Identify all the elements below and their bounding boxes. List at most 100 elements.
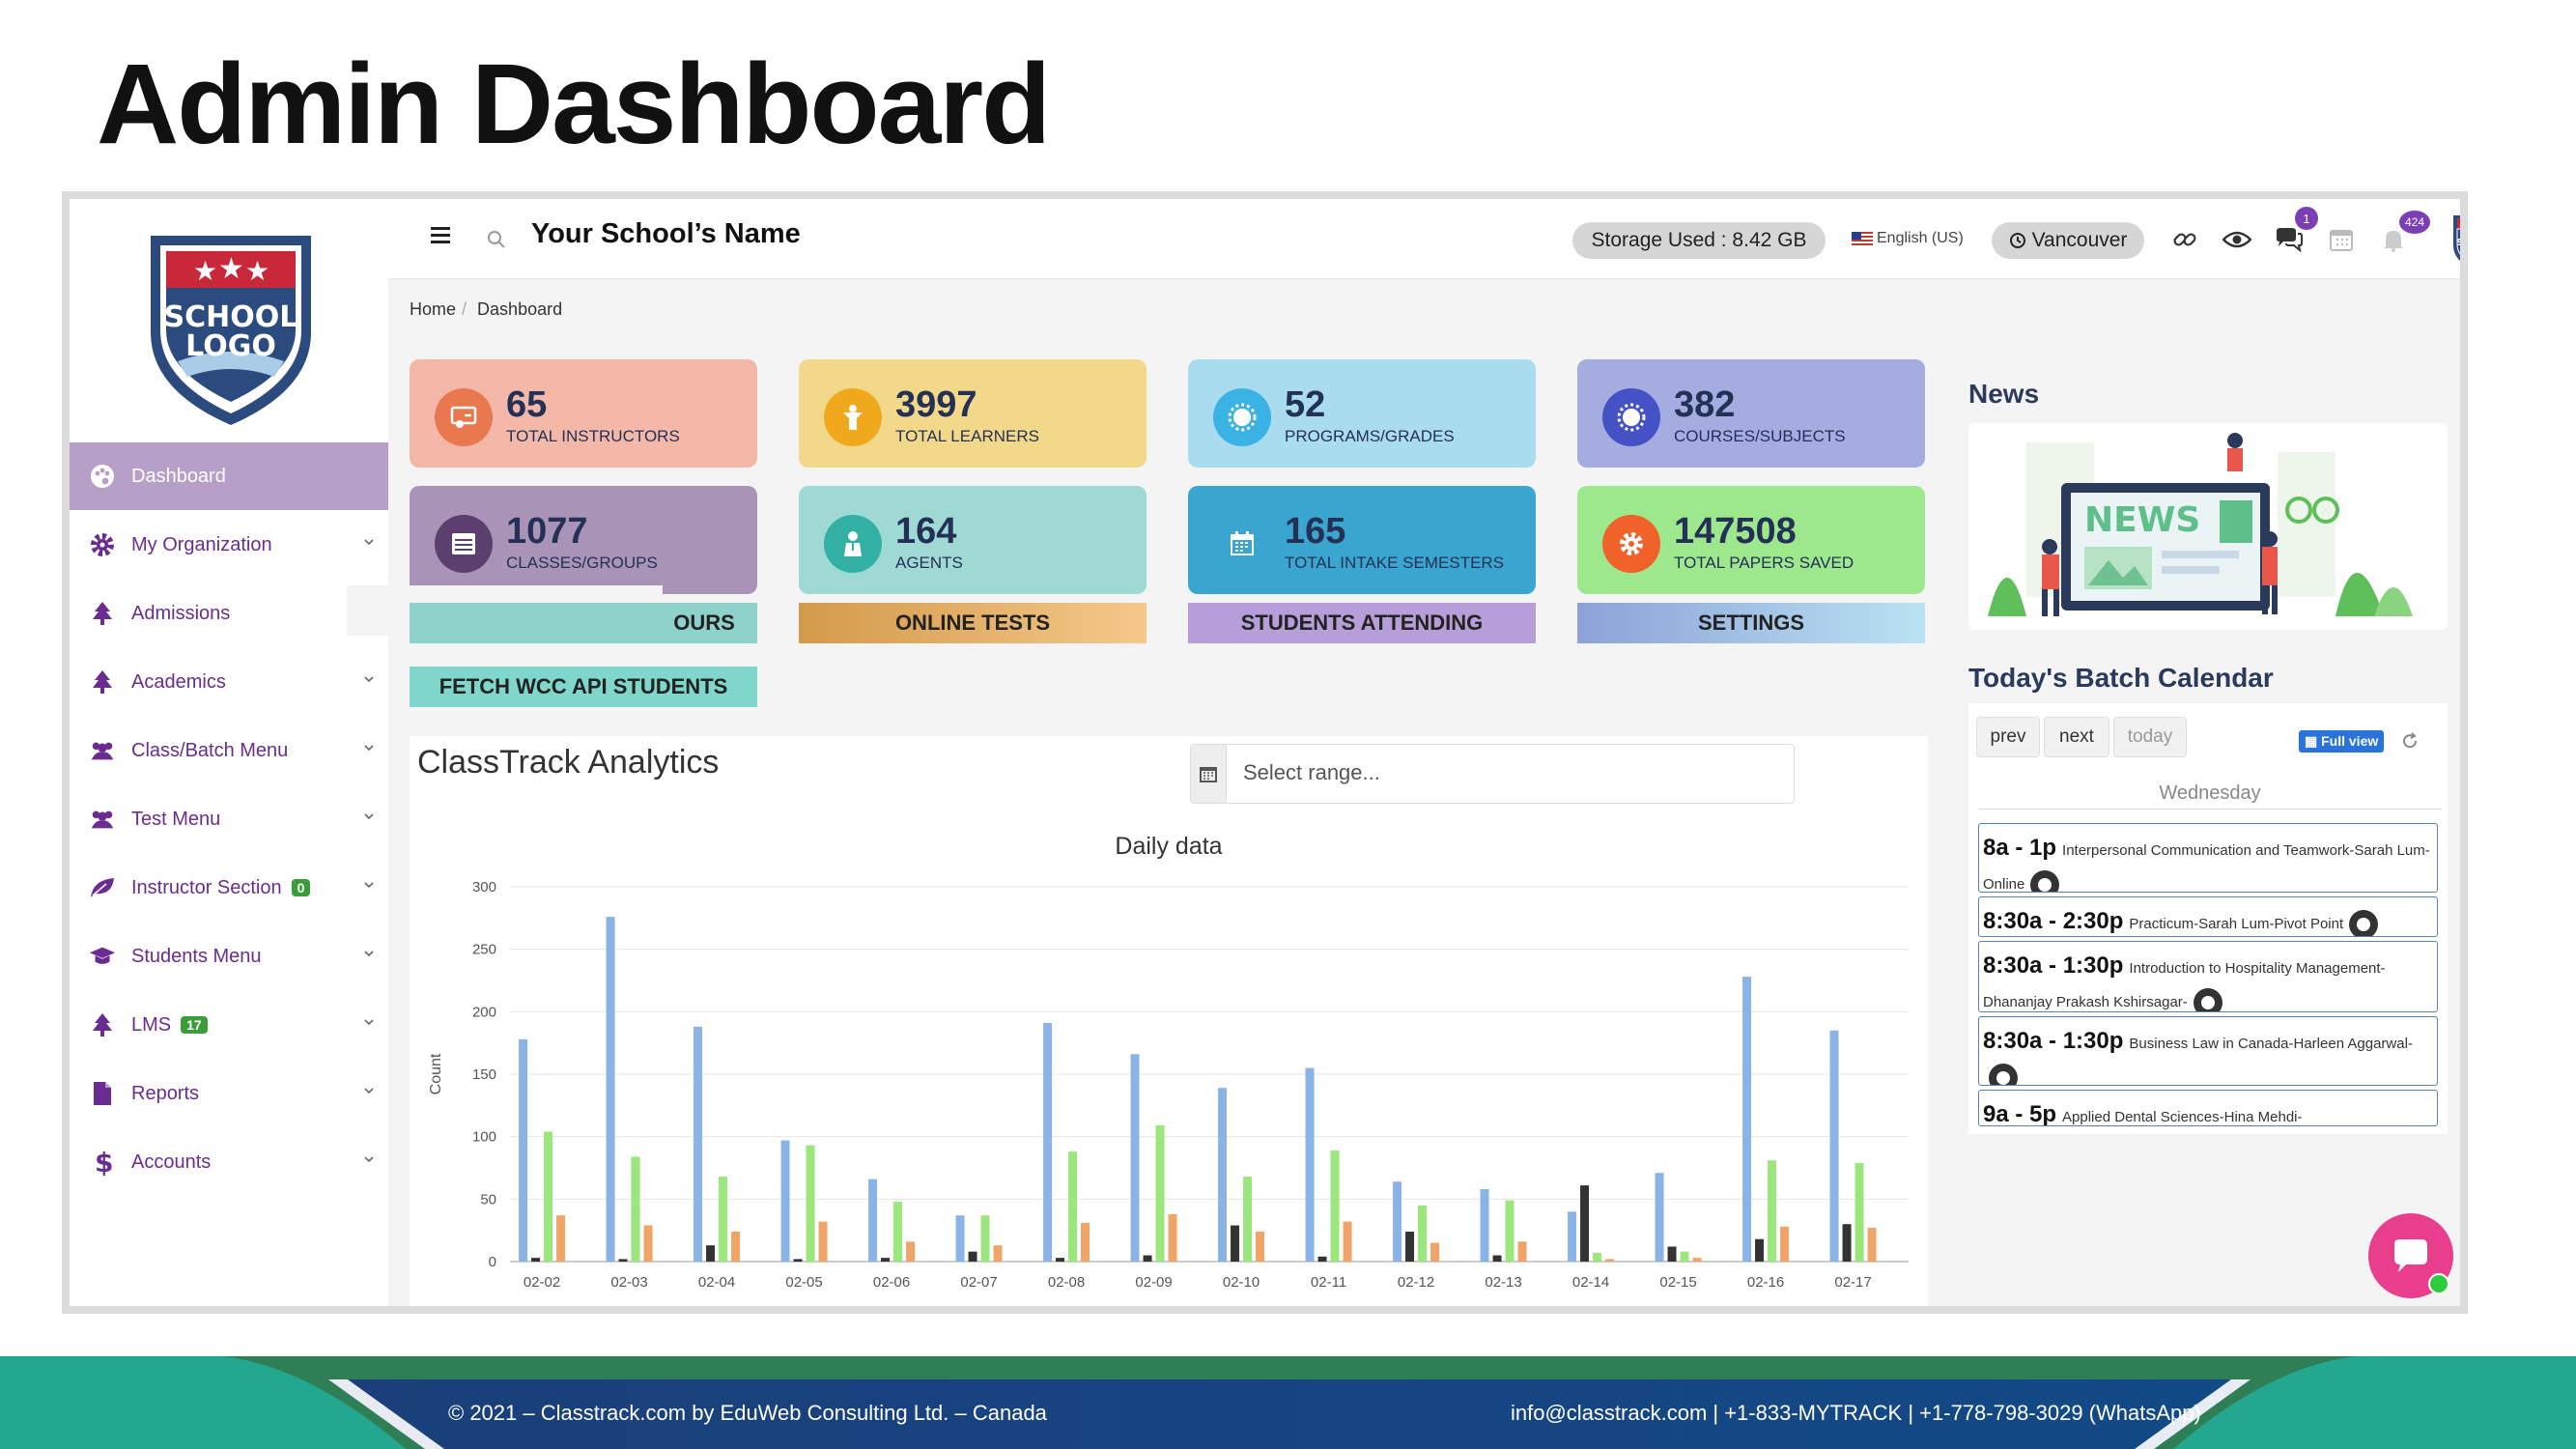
us-flag-icon — [1852, 232, 1873, 245]
calendar-icon: ▦ — [2305, 733, 2322, 749]
calendar-prev-button[interactable]: prev — [1976, 717, 2040, 757]
sidebar-item-label: Instructor Section — [131, 876, 282, 898]
breadcrumb-current: Dashboard — [477, 299, 563, 319]
footer-band — [0, 1356, 2576, 1449]
eye-icon[interactable] — [2222, 224, 2252, 255]
calendar-event[interactable]: 8:30a - 1:30p Introduction to Hospitality… — [1978, 941, 2438, 1012]
sidebar-item-admissions[interactable]: Admissions — [70, 580, 388, 647]
bar — [1343, 1221, 1352, 1262]
bar — [893, 1201, 903, 1262]
news-illustration: NEWS — [1988, 433, 2413, 616]
language-selector[interactable]: English (US) — [1852, 230, 1964, 247]
chevron-down-icon[interactable] — [363, 810, 375, 822]
refresh-icon[interactable] — [2401, 732, 2419, 750]
calendar-event[interactable]: 9a - 5p Applied Dental Sciences-Hina Mehd… — [1978, 1090, 2438, 1126]
chevron-down-icon[interactable] — [363, 1085, 375, 1096]
hours-button[interactable]: OURS — [410, 603, 757, 643]
topbar: Your School’s Name Storage Used : 8.42 G… — [388, 199, 2460, 279]
bar — [1568, 1211, 1577, 1262]
bar — [1218, 1088, 1228, 1262]
news-heading: News — [1968, 379, 2040, 409]
sidebar-item-my-organization[interactable]: My Organization — [70, 511, 388, 579]
clock-icon — [2009, 233, 2025, 248]
calendar-today-button[interactable]: today — [2113, 717, 2187, 757]
search-icon[interactable] — [487, 230, 506, 249]
stat-card-courses[interactable]: 382 COURSES/SUBJECTS — [1577, 359, 1925, 468]
school-logo[interactable]: ★ ★ ★ SCHOOL LOGO — [145, 226, 317, 429]
bar — [1505, 1200, 1514, 1262]
avatar[interactable]: SCHOOL LOGO — [2451, 213, 2460, 272]
chevron-down-icon[interactable] — [363, 536, 375, 548]
screenshot-frame: ★ ★ ★ SCHOOL LOGO Dashboard My Organizat… — [62, 191, 2468, 1314]
language-label: English (US) — [1877, 230, 1964, 246]
bar — [1081, 1222, 1090, 1262]
full-view-button[interactable]: ▦ Full view — [2299, 730, 2385, 753]
link-icon[interactable] — [2169, 224, 2200, 255]
y-tick-label: 50 — [480, 1191, 496, 1208]
bar — [1430, 1242, 1440, 1262]
breadcrumb-home[interactable]: Home — [410, 299, 457, 319]
stat-instructors-icon — [435, 388, 493, 446]
x-tick-label: 02-04 — [698, 1274, 735, 1291]
news-card[interactable]: NEWS — [1968, 423, 2448, 630]
bell-icon[interactable] — [2378, 224, 2409, 255]
event-time: 9a - 5p — [1983, 1101, 2057, 1126]
sidebar-item-students-menu[interactable]: Students Menu — [70, 923, 388, 990]
stat-card-classes[interactable]: 1077 CLASSES/GROUPS — [410, 486, 757, 594]
sidebar-item-label: My Organization — [131, 533, 272, 555]
sidebar-item-label: Test Menu — [131, 808, 221, 830]
event-time: 8:30a - 2:30p — [1983, 908, 2124, 934]
stat-card-instructors[interactable]: 65 TOTAL INSTRUCTORS — [410, 359, 757, 468]
chevron-down-icon[interactable] — [363, 948, 375, 959]
bar — [1605, 1259, 1615, 1262]
chat-bubble-icon — [2394, 1239, 2427, 1272]
stat-card-learners[interactable]: 3997 TOTAL LEARNERS — [799, 359, 1146, 468]
bar — [968, 1251, 977, 1262]
stat-card-programs[interactable]: 52 PROGRAMS/GRADES — [1188, 359, 1536, 468]
bar — [618, 1259, 628, 1262]
y-tick-label: 100 — [472, 1129, 496, 1146]
bar — [1680, 1251, 1689, 1262]
chevron-down-icon[interactable] — [363, 879, 375, 891]
chevron-down-icon[interactable] — [363, 1016, 375, 1028]
sidebar: ★ ★ ★ SCHOOL LOGO Dashboard My Organizat… — [70, 199, 388, 1306]
stat-label: TOTAL PAPERS SAVED — [1674, 554, 1854, 572]
online-tests-button[interactable]: ONLINE TESTS — [799, 603, 1146, 643]
sidebar-item-test-menu[interactable]: Test Menu — [70, 785, 388, 853]
stat-card-papers-saved[interactable]: 147508 TOTAL PAPERS SAVED — [1577, 486, 1925, 594]
calendar-event[interactable]: 8:30a - 1:30p Business Law in Canada-Harl… — [1978, 1016, 2438, 1086]
chevron-down-icon[interactable] — [363, 673, 375, 685]
fetch-wcc-api-students-button[interactable]: FETCH WCC API STUDENTS — [410, 667, 757, 707]
calendar-icon[interactable] — [2326, 224, 2357, 255]
calendar-next-button[interactable]: next — [2044, 717, 2109, 757]
chevron-down-icon[interactable] — [363, 1153, 375, 1165]
sidebar-item-instructor-section[interactable]: Instructor Section 0 — [70, 854, 388, 922]
sidebar-item-dashboard[interactable]: Dashboard — [70, 442, 388, 510]
sidebar-item-lms[interactable]: LMS 17 — [70, 991, 388, 1059]
stat-card-agents[interactable]: 164 AGENTS — [799, 486, 1146, 594]
sidebar-item-academics[interactable]: Academics — [70, 648, 388, 716]
bar — [1667, 1246, 1677, 1262]
date-range-input[interactable]: Select range... — [1190, 744, 1795, 804]
students-attending-button[interactable]: STUDENTS ATTENDING — [1188, 603, 1536, 643]
stat-label: CLASSES/GROUPS — [506, 554, 658, 572]
app-window: ★ ★ ★ SCHOOL LOGO Dashboard My Organizat… — [70, 199, 2460, 1306]
sidebar-item-class-batch-menu[interactable]: Class/Batch Menu — [70, 717, 388, 784]
event-title: Interpersonal Communication and Teamwork… — [1983, 842, 2430, 893]
location-selector[interactable]: Vancouver — [1992, 222, 2144, 259]
calendar-event[interactable]: 8:30a - 2:30p Practicum-Sarah Lum-Pivot P… — [1978, 896, 2438, 937]
chat-button[interactable] — [2368, 1213, 2453, 1298]
bar — [1480, 1188, 1489, 1262]
bar — [1692, 1258, 1702, 1262]
stat-card-intake-semesters[interactable]: 165 TOTAL INTAKE SEMESTERS — [1188, 486, 1536, 594]
sidebar-item-reports[interactable]: Reports — [70, 1060, 388, 1127]
bar — [1043, 1022, 1053, 1262]
stat-label: TOTAL INTAKE SEMESTERS — [1285, 554, 1505, 572]
hamburger-menu-icon[interactable] — [431, 226, 450, 243]
calendar-event[interactable]: 8a - 1p Interpersonal Communication and T… — [1978, 823, 2438, 893]
notifications-badge: 424 — [2399, 211, 2430, 234]
messages-icon[interactable] — [2274, 224, 2305, 255]
chevron-down-icon[interactable] — [363, 742, 375, 753]
sidebar-item-accounts[interactable]: $ Accounts — [70, 1128, 388, 1196]
settings-button[interactable]: SETTINGS — [1577, 603, 1925, 643]
